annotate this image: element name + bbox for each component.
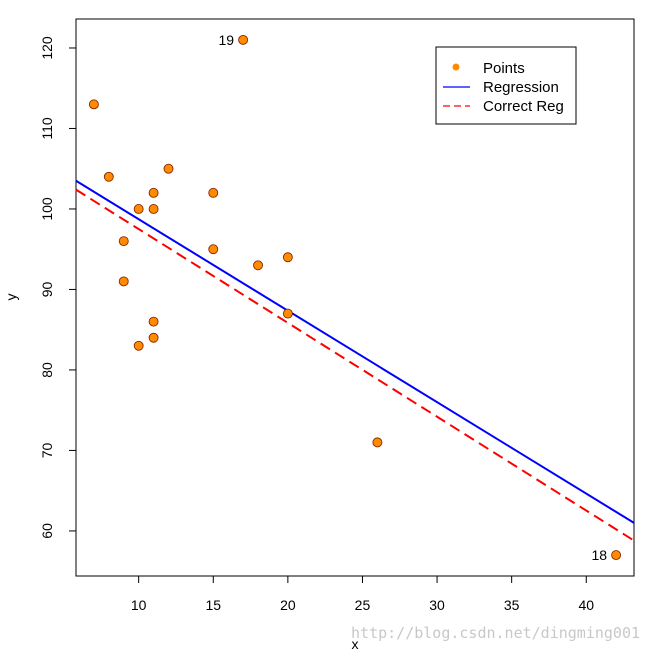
x-axis-title: x: [352, 636, 359, 652]
legend-regression-label: Regression: [483, 79, 559, 96]
data-point: [118, 276, 129, 287]
regression-lines: [75, 179, 635, 542]
data-point: [611, 550, 622, 561]
data-point: [282, 308, 293, 319]
correct-reg-line: [75, 188, 635, 542]
watermark: http://blog.csdn.net/dingming001: [351, 624, 640, 642]
data-point: [133, 340, 144, 351]
y-tick-label: 70: [39, 442, 55, 458]
y-axis: 60 70 80 90 100 110 120: [39, 36, 77, 539]
legend-points-label: Points: [483, 60, 525, 77]
data-point: [208, 187, 219, 198]
legend-points-marker: [452, 63, 460, 71]
data-point: [253, 260, 263, 271]
data-point: [103, 171, 114, 182]
y-tick-label: 60: [39, 523, 55, 539]
data-point: [372, 437, 383, 448]
data-point: [88, 99, 99, 110]
data-point: [118, 236, 129, 247]
x-tick-label: 15: [205, 597, 221, 613]
data-point: [208, 244, 219, 255]
data-point: [148, 316, 159, 327]
point-annotation: 19: [219, 32, 235, 48]
x-tick-label: 20: [280, 597, 296, 613]
legend-correct-reg-label: Correct Reg: [483, 98, 564, 115]
point-annotation: 18: [592, 547, 608, 563]
data-point: [148, 187, 159, 198]
x-axis: 10 15 20 25 30 35 40: [131, 575, 594, 613]
x-tick-label: 25: [355, 597, 371, 613]
x-tick-label: 10: [131, 597, 147, 613]
data-point: [238, 34, 249, 45]
legend-box: [435, 46, 577, 125]
data-point: [163, 163, 174, 174]
data-point: [148, 204, 159, 214]
data-points: [88, 34, 622, 561]
data-point: [133, 204, 144, 214]
y-axis-title: y: [3, 294, 19, 301]
x-tick-label: 35: [504, 597, 520, 613]
y-tick-label: 120: [39, 36, 55, 60]
x-tick-label: 40: [578, 597, 594, 613]
y-tick-label: 80: [39, 362, 55, 378]
legend: Points Regression Correct Reg: [435, 46, 577, 125]
y-tick-label: 90: [39, 281, 55, 297]
regression-line: [75, 179, 635, 524]
y-tick-label: 110: [39, 117, 55, 140]
data-point: [148, 332, 159, 343]
x-tick-label: 30: [429, 597, 445, 613]
data-point: [282, 252, 293, 263]
y-tick-label: 100: [39, 197, 55, 221]
